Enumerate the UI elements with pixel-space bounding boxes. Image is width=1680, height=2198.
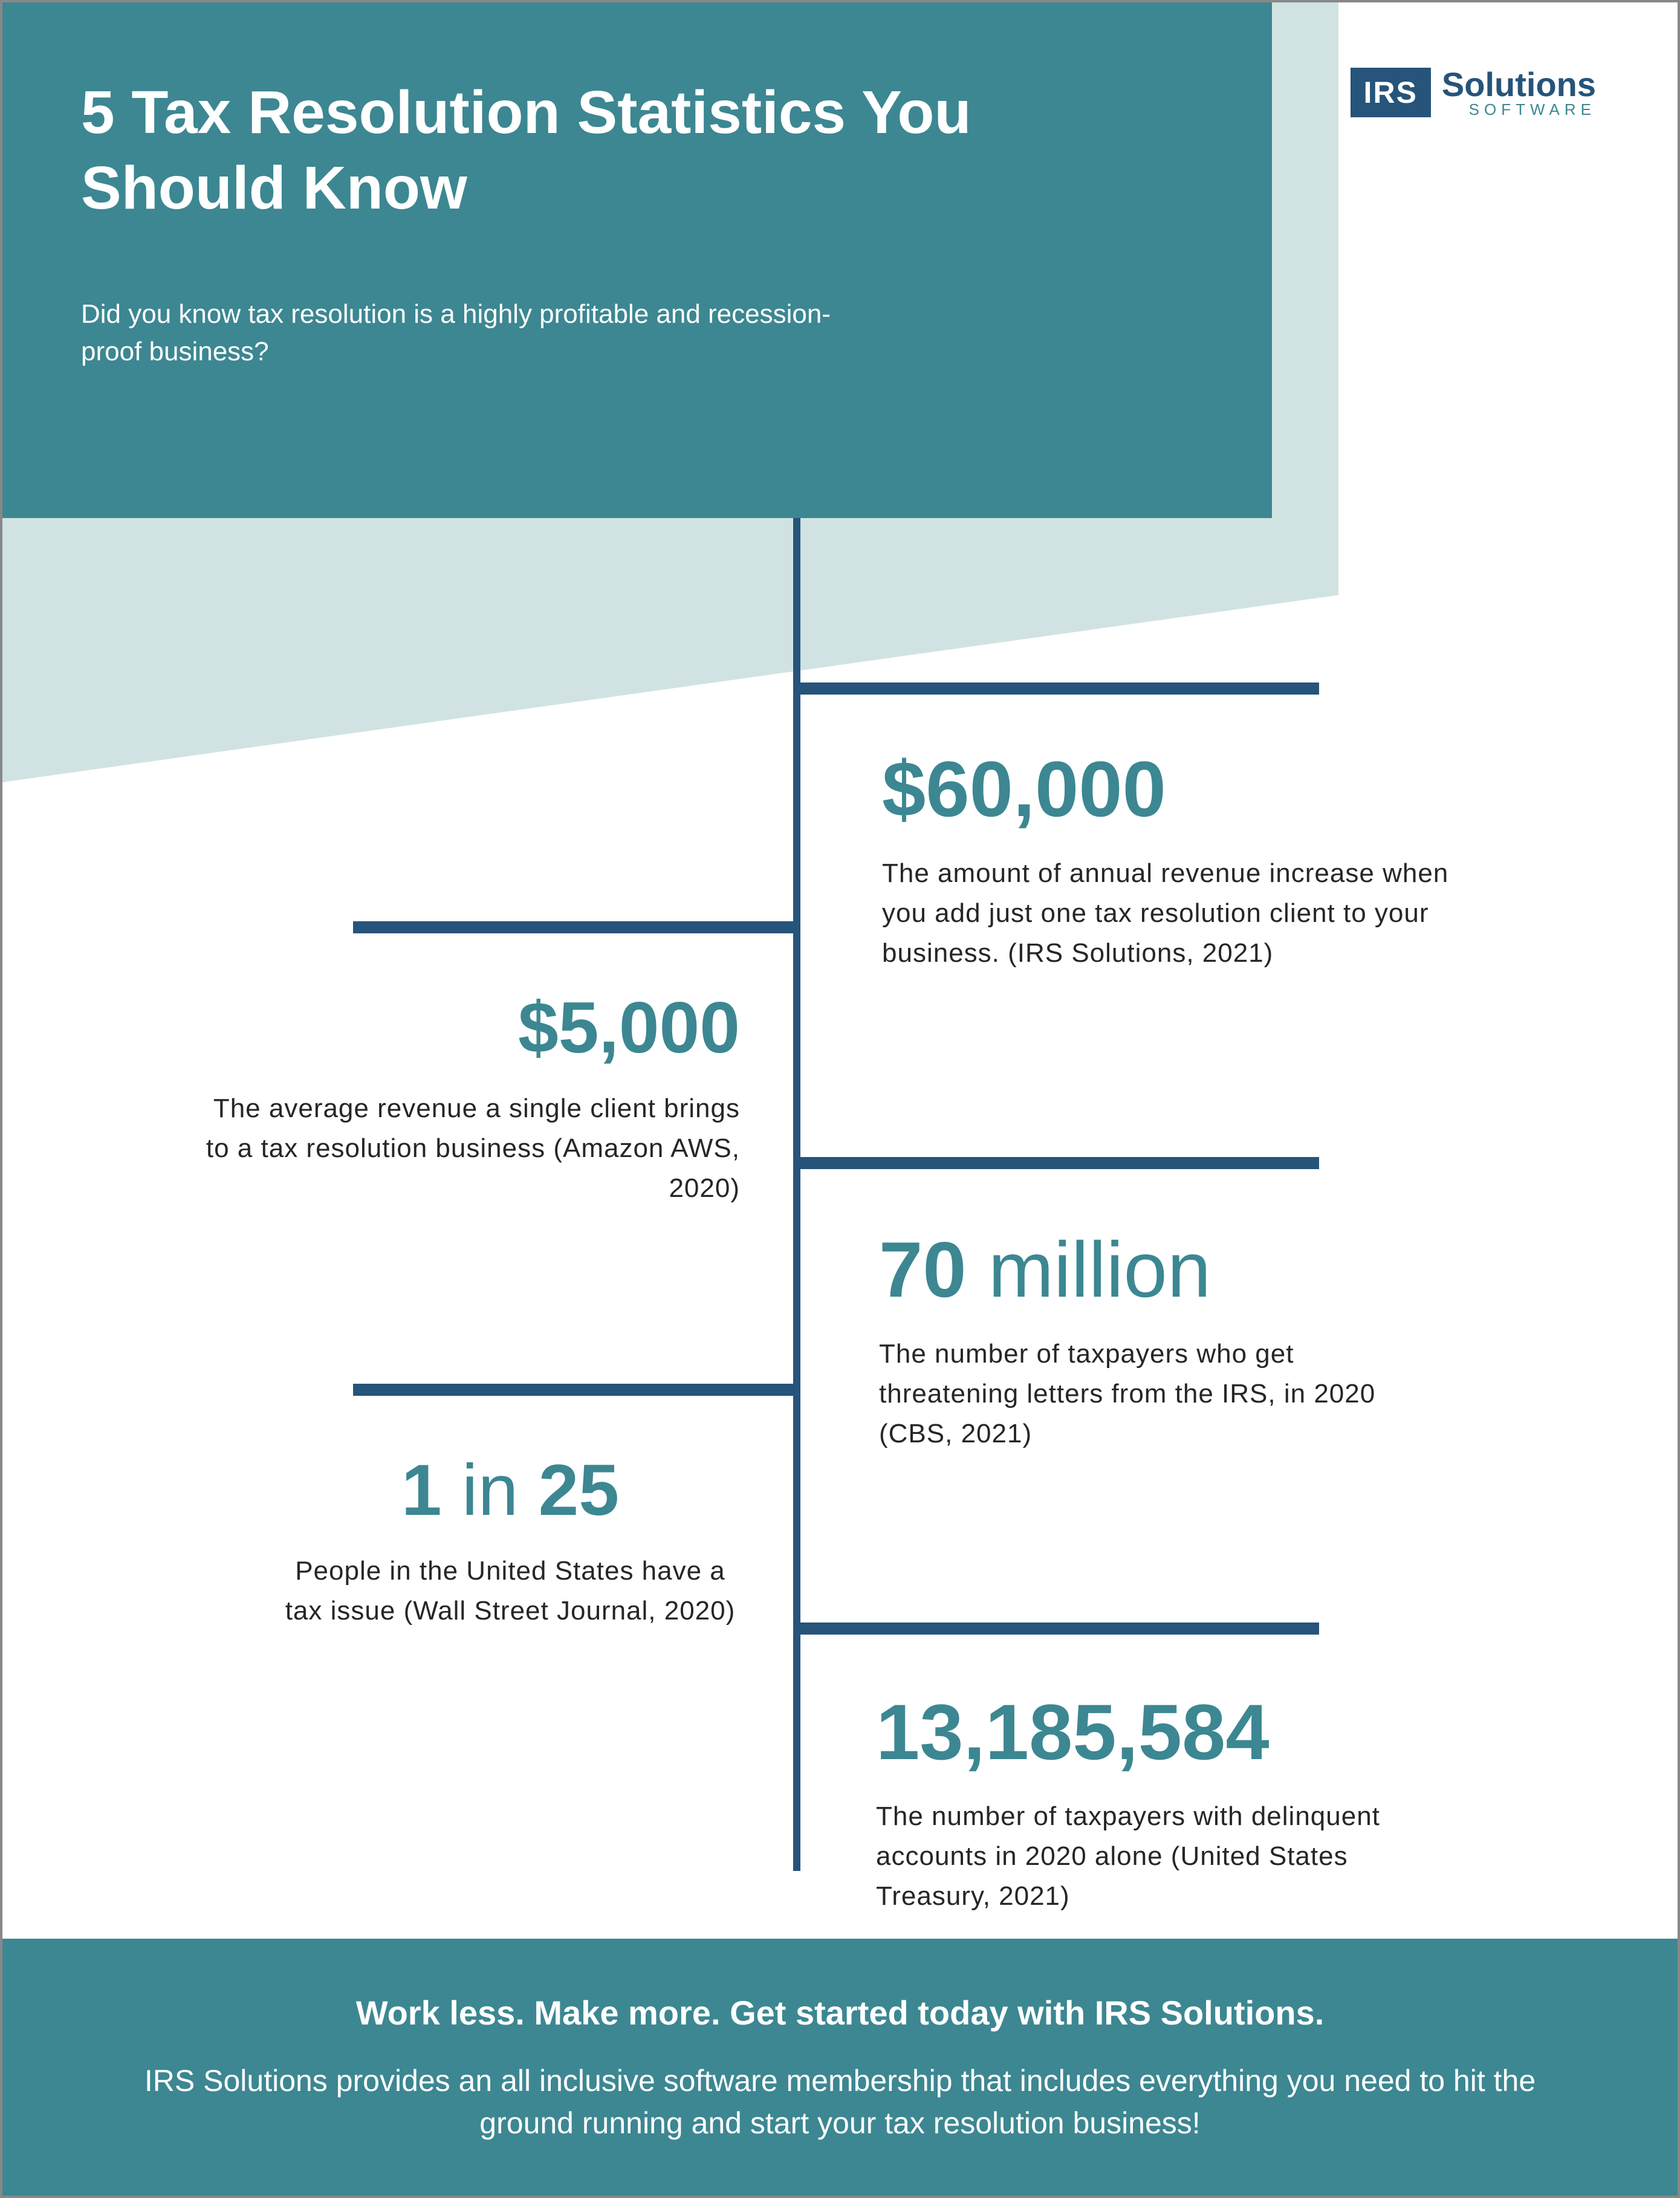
stat-13million-desc: The number of taxpayers with delinquent … <box>876 1797 1420 1916</box>
stat-70million-num: 70 <box>879 1225 967 1314</box>
stat-70million-value: 70 million <box>879 1227 1544 1313</box>
stat-70million-desc: The number of taxpayers who get threaten… <box>879 1334 1405 1454</box>
stat-1in25-in: in <box>442 1450 539 1531</box>
stat-13million: 13,185,584 The number of taxpayers with … <box>876 1689 1571 1916</box>
footer-text: IRS Solutions provides an all inclusive … <box>111 2060 1569 2144</box>
rule-stat-5 <box>793 1623 1319 1635</box>
footer: Work less. Make more. Get started today … <box>2 1939 1678 2196</box>
logo-main: Solutions <box>1442 68 1596 102</box>
stat-70million: 70 million The number of taxpayers who g… <box>879 1227 1544 1454</box>
stat-5000-value: $5,000 <box>184 988 740 1068</box>
stat-60000-desc: The amount of annual revenue increase wh… <box>882 854 1462 973</box>
logo: IRS Solutions SOFTWARE <box>1351 68 1596 117</box>
rule-stat-4 <box>353 1384 800 1396</box>
rule-stat-1 <box>793 682 1319 695</box>
stat-70million-unit: million <box>967 1225 1211 1314</box>
rule-stat-2 <box>353 921 800 933</box>
stat-5000: $5,000 The average revenue a single clie… <box>184 988 740 1208</box>
vertical-divider <box>793 518 800 1871</box>
stat-13million-value: 13,185,584 <box>876 1689 1571 1775</box>
rule-stat-3 <box>793 1157 1319 1169</box>
page-subtitle: Did you know tax resolution is a highly … <box>81 296 837 370</box>
stat-60000-value: $60,000 <box>882 746 1462 832</box>
stat-1in25-one: 1 <box>401 1450 442 1531</box>
stat-1in25: 1 in 25 People in the United States have… <box>281 1450 740 1631</box>
footer-headline: Work less. Make more. Get started today … <box>111 1993 1569 2032</box>
page-title: 5 Tax Resolution Statistics You Should K… <box>81 75 1109 226</box>
stat-1in25-desc: People in the United States have a tax i… <box>281 1551 740 1631</box>
logo-badge: IRS <box>1351 68 1431 117</box>
stat-1in25-value: 1 in 25 <box>281 1450 740 1530</box>
stat-1in25-twentyfive: 25 <box>539 1450 619 1531</box>
logo-sub: SOFTWARE <box>1442 102 1596 117</box>
logo-text: Solutions SOFTWARE <box>1442 68 1596 117</box>
stat-5000-desc: The average revenue a single client brin… <box>184 1089 740 1208</box>
stat-60000: $60,000 The amount of annual revenue inc… <box>882 746 1462 973</box>
